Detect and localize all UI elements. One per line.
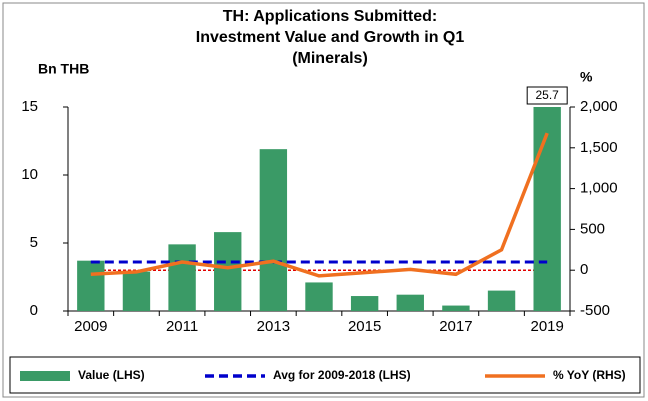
x-tick-label: 2009 — [74, 318, 107, 335]
bar — [77, 260, 105, 311]
y-tick-label: 0 — [30, 302, 38, 319]
y2-tick-label: 0 — [580, 261, 588, 278]
legend-label: Avg for 2009-2018 (LHS) — [273, 368, 411, 382]
chart-title: Investment Value and Growth in Q1 — [196, 29, 465, 46]
chart-title: (Minerals) — [292, 50, 368, 67]
bar — [533, 107, 561, 311]
y2-tick-label: 1,500 — [580, 139, 618, 156]
y-axis-label: Bn THB — [38, 61, 89, 77]
legend-label: % YoY (RHS) — [553, 368, 626, 382]
y2-tick-label: 2,000 — [580, 98, 618, 115]
bar — [396, 294, 424, 311]
x-tick-label: 2019 — [530, 318, 563, 335]
value-label: 25.7 — [536, 88, 560, 102]
bar — [259, 149, 288, 311]
legend-swatch — [20, 371, 70, 381]
x-tick-label: 2011 — [166, 318, 198, 335]
chart-border — [2, 2, 645, 398]
bar — [305, 282, 333, 311]
y-tick-label: 15 — [21, 98, 38, 115]
y-tick-label: 5 — [30, 234, 38, 251]
y2-tick-label: 1,000 — [580, 180, 618, 197]
value-label-box — [526, 86, 568, 105]
bar — [168, 244, 196, 311]
y2-tick-label: -500 — [580, 302, 610, 319]
bar — [442, 305, 470, 311]
bar — [487, 290, 516, 311]
x-tick-label: 2015 — [348, 318, 381, 335]
chart-title: TH: Applications Submitted: — [223, 8, 438, 25]
bar — [122, 271, 151, 311]
bar — [350, 296, 379, 311]
line-series — [90, 132, 549, 278]
y2-tick-label: 500 — [580, 220, 605, 237]
y2-axis-label: % — [580, 69, 593, 85]
x-tick-label: 2017 — [439, 318, 472, 335]
bar — [214, 232, 242, 311]
legend-box — [9, 356, 641, 394]
legend-label: Value (LHS) — [78, 368, 145, 382]
y-tick-label: 10 — [21, 166, 38, 183]
x-tick-label: 2013 — [257, 318, 290, 335]
